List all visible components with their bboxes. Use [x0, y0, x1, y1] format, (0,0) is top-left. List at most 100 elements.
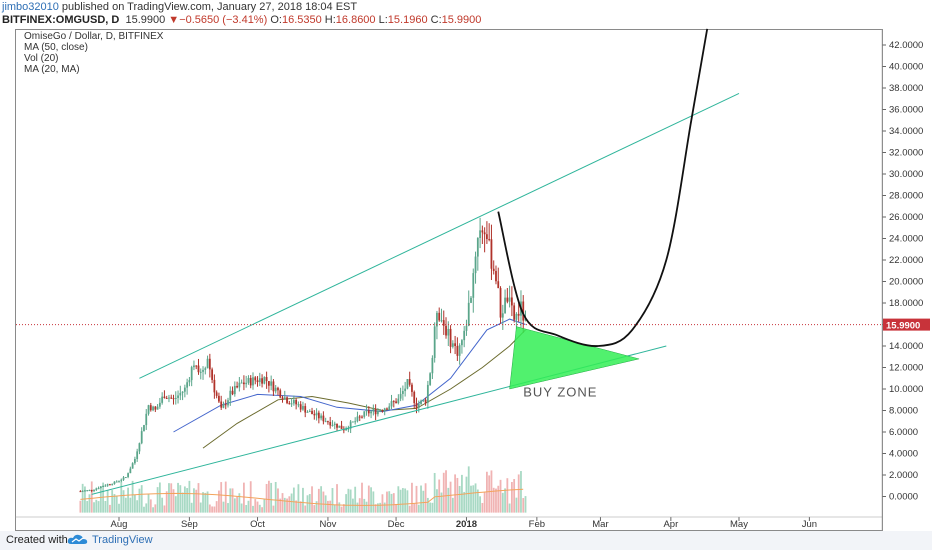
volume-bar [249, 481, 252, 513]
candle-body [449, 328, 452, 347]
volume-bar [124, 497, 127, 513]
tradingview-brand[interactable]: TradingView [92, 534, 153, 546]
candle-body [174, 397, 177, 399]
candle-body [492, 268, 495, 271]
volume-ma-line [80, 488, 524, 506]
candle-body [170, 397, 173, 399]
candle-body [374, 408, 377, 415]
volume-bar [397, 486, 400, 513]
volume-bar [390, 493, 393, 513]
candle-body [361, 416, 363, 418]
volume-bar [506, 478, 509, 513]
legend-volume[interactable]: Vol (20) [24, 53, 59, 64]
volume-bar [320, 486, 323, 513]
candle-body [392, 401, 395, 403]
legend-ma50[interactable]: MA (50, close) [24, 42, 88, 53]
candle-body [145, 413, 148, 426]
x-tick-label: Dec [388, 519, 405, 530]
volume-bar [254, 499, 257, 513]
candle-body [490, 239, 493, 269]
high-label: H: [324, 14, 336, 26]
volume-bar [365, 501, 368, 513]
legend-main-series[interactable]: OmiseGo / Dollar, D, BITFINEX [24, 31, 164, 42]
candle-body [292, 399, 295, 404]
candle-body [324, 421, 327, 423]
tradingview-cloud-icon[interactable] [67, 534, 89, 546]
candle-body [420, 400, 422, 405]
volume-bar [122, 490, 125, 513]
candle-body [267, 381, 270, 386]
volume-bar [329, 500, 332, 513]
candle-body [224, 404, 227, 406]
volume-bar [299, 501, 302, 513]
chart-frame[interactable] [15, 29, 883, 531]
y-tick-label: 34.0000 [889, 126, 923, 137]
candle-body [249, 377, 252, 386]
volume-bar [163, 505, 166, 513]
buy-zone-label: BUY ZONE [523, 385, 597, 400]
volume-bar [292, 487, 295, 513]
candle-body [154, 406, 157, 410]
y-tick-label: 6.0000 [889, 427, 918, 438]
volume-bar [361, 482, 363, 513]
candle-body [93, 489, 95, 491]
volume-bar [138, 488, 141, 513]
candle-body [413, 391, 416, 404]
volume-bar [133, 494, 136, 513]
candle-body [347, 428, 350, 430]
candle-body [265, 377, 268, 382]
volume-bar [413, 503, 416, 513]
volume-bar [345, 494, 347, 513]
candle-body [379, 410, 382, 412]
y-tick-label: 26.0000 [889, 212, 923, 223]
volume-bar [474, 483, 477, 513]
candle-body [136, 451, 139, 460]
volume-bar [349, 489, 352, 513]
volume-bar [311, 486, 313, 513]
volume-bar [140, 485, 143, 513]
footer-bar: Created with TradingView [0, 531, 932, 550]
volume-bar [472, 485, 475, 513]
volume-bar [442, 472, 445, 513]
y-tick-label: 24.0000 [889, 234, 923, 245]
candle-body [501, 313, 504, 318]
candle-body [304, 406, 307, 413]
volume-bar [322, 491, 325, 513]
volume-bar [118, 503, 120, 513]
volume-bar [508, 503, 511, 513]
volume-bar [376, 503, 379, 513]
candle-body [143, 425, 145, 432]
ma50-line [202, 329, 526, 449]
candle-body [236, 385, 238, 388]
candle-body [206, 358, 209, 369]
candle-body [397, 398, 400, 404]
volume-bar [115, 495, 118, 513]
volume-bar [174, 496, 177, 513]
volume-bar [495, 488, 497, 513]
y-tick-label: 4.0000 [889, 449, 918, 460]
symbol-name: BITFINEX:OMGUSD, D [2, 14, 120, 26]
candle-body [245, 382, 248, 385]
y-tick-label: 0.0000 [889, 492, 918, 503]
legend-ma20[interactable]: MA (20, MA) [24, 64, 80, 75]
candle-body [331, 424, 334, 426]
candle-body [424, 399, 427, 403]
volume-bar [372, 491, 375, 513]
candle-body [510, 297, 513, 306]
candle-body [313, 414, 316, 416]
candle-body [338, 425, 341, 428]
candle-body [231, 390, 234, 395]
volume-bar [224, 481, 227, 513]
volume-bar [213, 506, 216, 513]
candle-body [288, 403, 291, 405]
candle-body [277, 387, 279, 391]
candle-body [370, 411, 372, 414]
volume-bar [411, 482, 413, 513]
author-link[interactable]: jimbo32010 [2, 1, 59, 13]
volume-bar [342, 504, 345, 513]
volume-bar [190, 502, 193, 513]
candle-body [218, 395, 220, 402]
candle-body [454, 343, 457, 347]
x-tick-label: Oct [250, 519, 265, 530]
